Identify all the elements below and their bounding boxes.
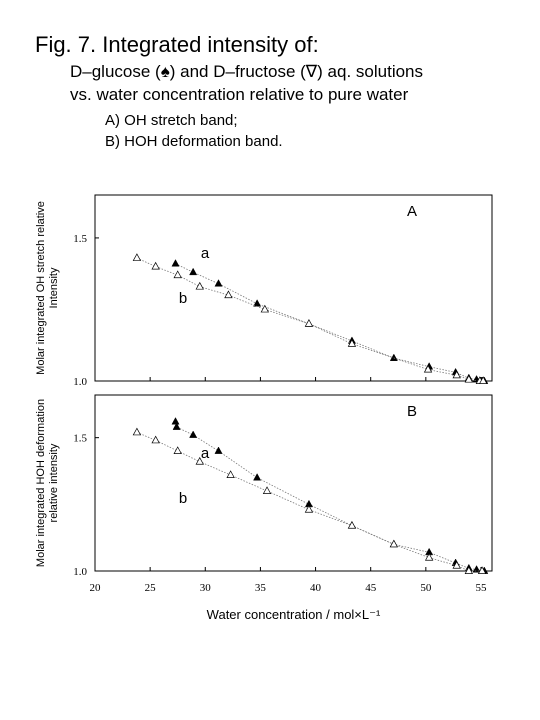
series-label: b — [179, 490, 187, 507]
marker — [452, 370, 461, 379]
marker — [189, 267, 198, 276]
marker — [478, 376, 488, 384]
y-tick-label: 1.5 — [73, 433, 87, 445]
x-axis-label: Water concentration / mol×L⁻¹ — [207, 607, 381, 622]
x-tick-label: 30 — [200, 582, 212, 594]
marker — [172, 422, 181, 430]
marker — [424, 552, 434, 561]
subtitle: D–glucose (♠) and D–fructose (∇) aq. sol… — [70, 62, 423, 81]
fit-line — [136, 257, 484, 382]
y-tick-label: 1.0 — [73, 376, 87, 388]
marker — [173, 446, 182, 454]
y-axis-label: Intensity — [48, 267, 60, 308]
marker — [132, 427, 142, 436]
x-tick-label: 55 — [475, 582, 487, 594]
marker — [347, 339, 357, 347]
plot-frame — [94, 194, 493, 382]
series-label: a — [201, 445, 210, 462]
x-tick-label: 25 — [145, 582, 157, 594]
marker — [304, 504, 314, 513]
series-label: a — [201, 245, 210, 262]
x-tick-label: 40 — [310, 582, 322, 594]
y-axis-label: Molar integrated OH stretch relative — [35, 201, 47, 375]
marker — [347, 520, 357, 529]
marker — [464, 374, 474, 383]
y-tick-label: 1.0 — [73, 566, 87, 578]
marker — [151, 435, 160, 444]
marker — [214, 446, 223, 454]
item: A) OH stretch band; — [105, 112, 238, 129]
marker — [132, 253, 142, 261]
marker — [253, 473, 262, 481]
series-label: b — [179, 290, 187, 307]
marker — [260, 304, 270, 313]
marker — [173, 270, 182, 279]
x-tick-label: 20 — [90, 582, 102, 594]
panel-label: A — [407, 203, 417, 220]
marker — [304, 319, 314, 327]
y-axis-label: Molar integrated HOH deformation — [35, 399, 47, 567]
marker — [214, 279, 223, 287]
marker — [195, 281, 204, 290]
marker — [477, 566, 487, 574]
x-tick-label: 50 — [420, 582, 432, 594]
y-axis-label: relative intensity — [48, 443, 60, 522]
item: B) HOH deformation band. — [105, 133, 283, 150]
marker — [171, 417, 180, 425]
marker — [226, 470, 235, 478]
panel-label: B — [407, 403, 417, 420]
marker — [464, 566, 474, 574]
y-tick-label: 1.5 — [73, 233, 87, 245]
plot-frame — [94, 394, 493, 572]
marker — [171, 259, 180, 267]
marker — [262, 486, 272, 494]
title: Fig. 7. Integrated intensity of: — [35, 32, 319, 57]
marker — [224, 290, 233, 299]
marker — [389, 539, 399, 548]
subtitle: vs. water concentration relative to pure… — [70, 85, 409, 104]
marker — [195, 456, 204, 465]
marker — [452, 560, 461, 569]
fit-line — [175, 421, 485, 572]
marker — [151, 261, 160, 270]
marker — [189, 430, 198, 438]
x-tick-label: 35 — [255, 582, 267, 594]
x-tick-label: 45 — [365, 582, 377, 594]
marker — [423, 364, 433, 373]
fit-line — [175, 263, 485, 382]
